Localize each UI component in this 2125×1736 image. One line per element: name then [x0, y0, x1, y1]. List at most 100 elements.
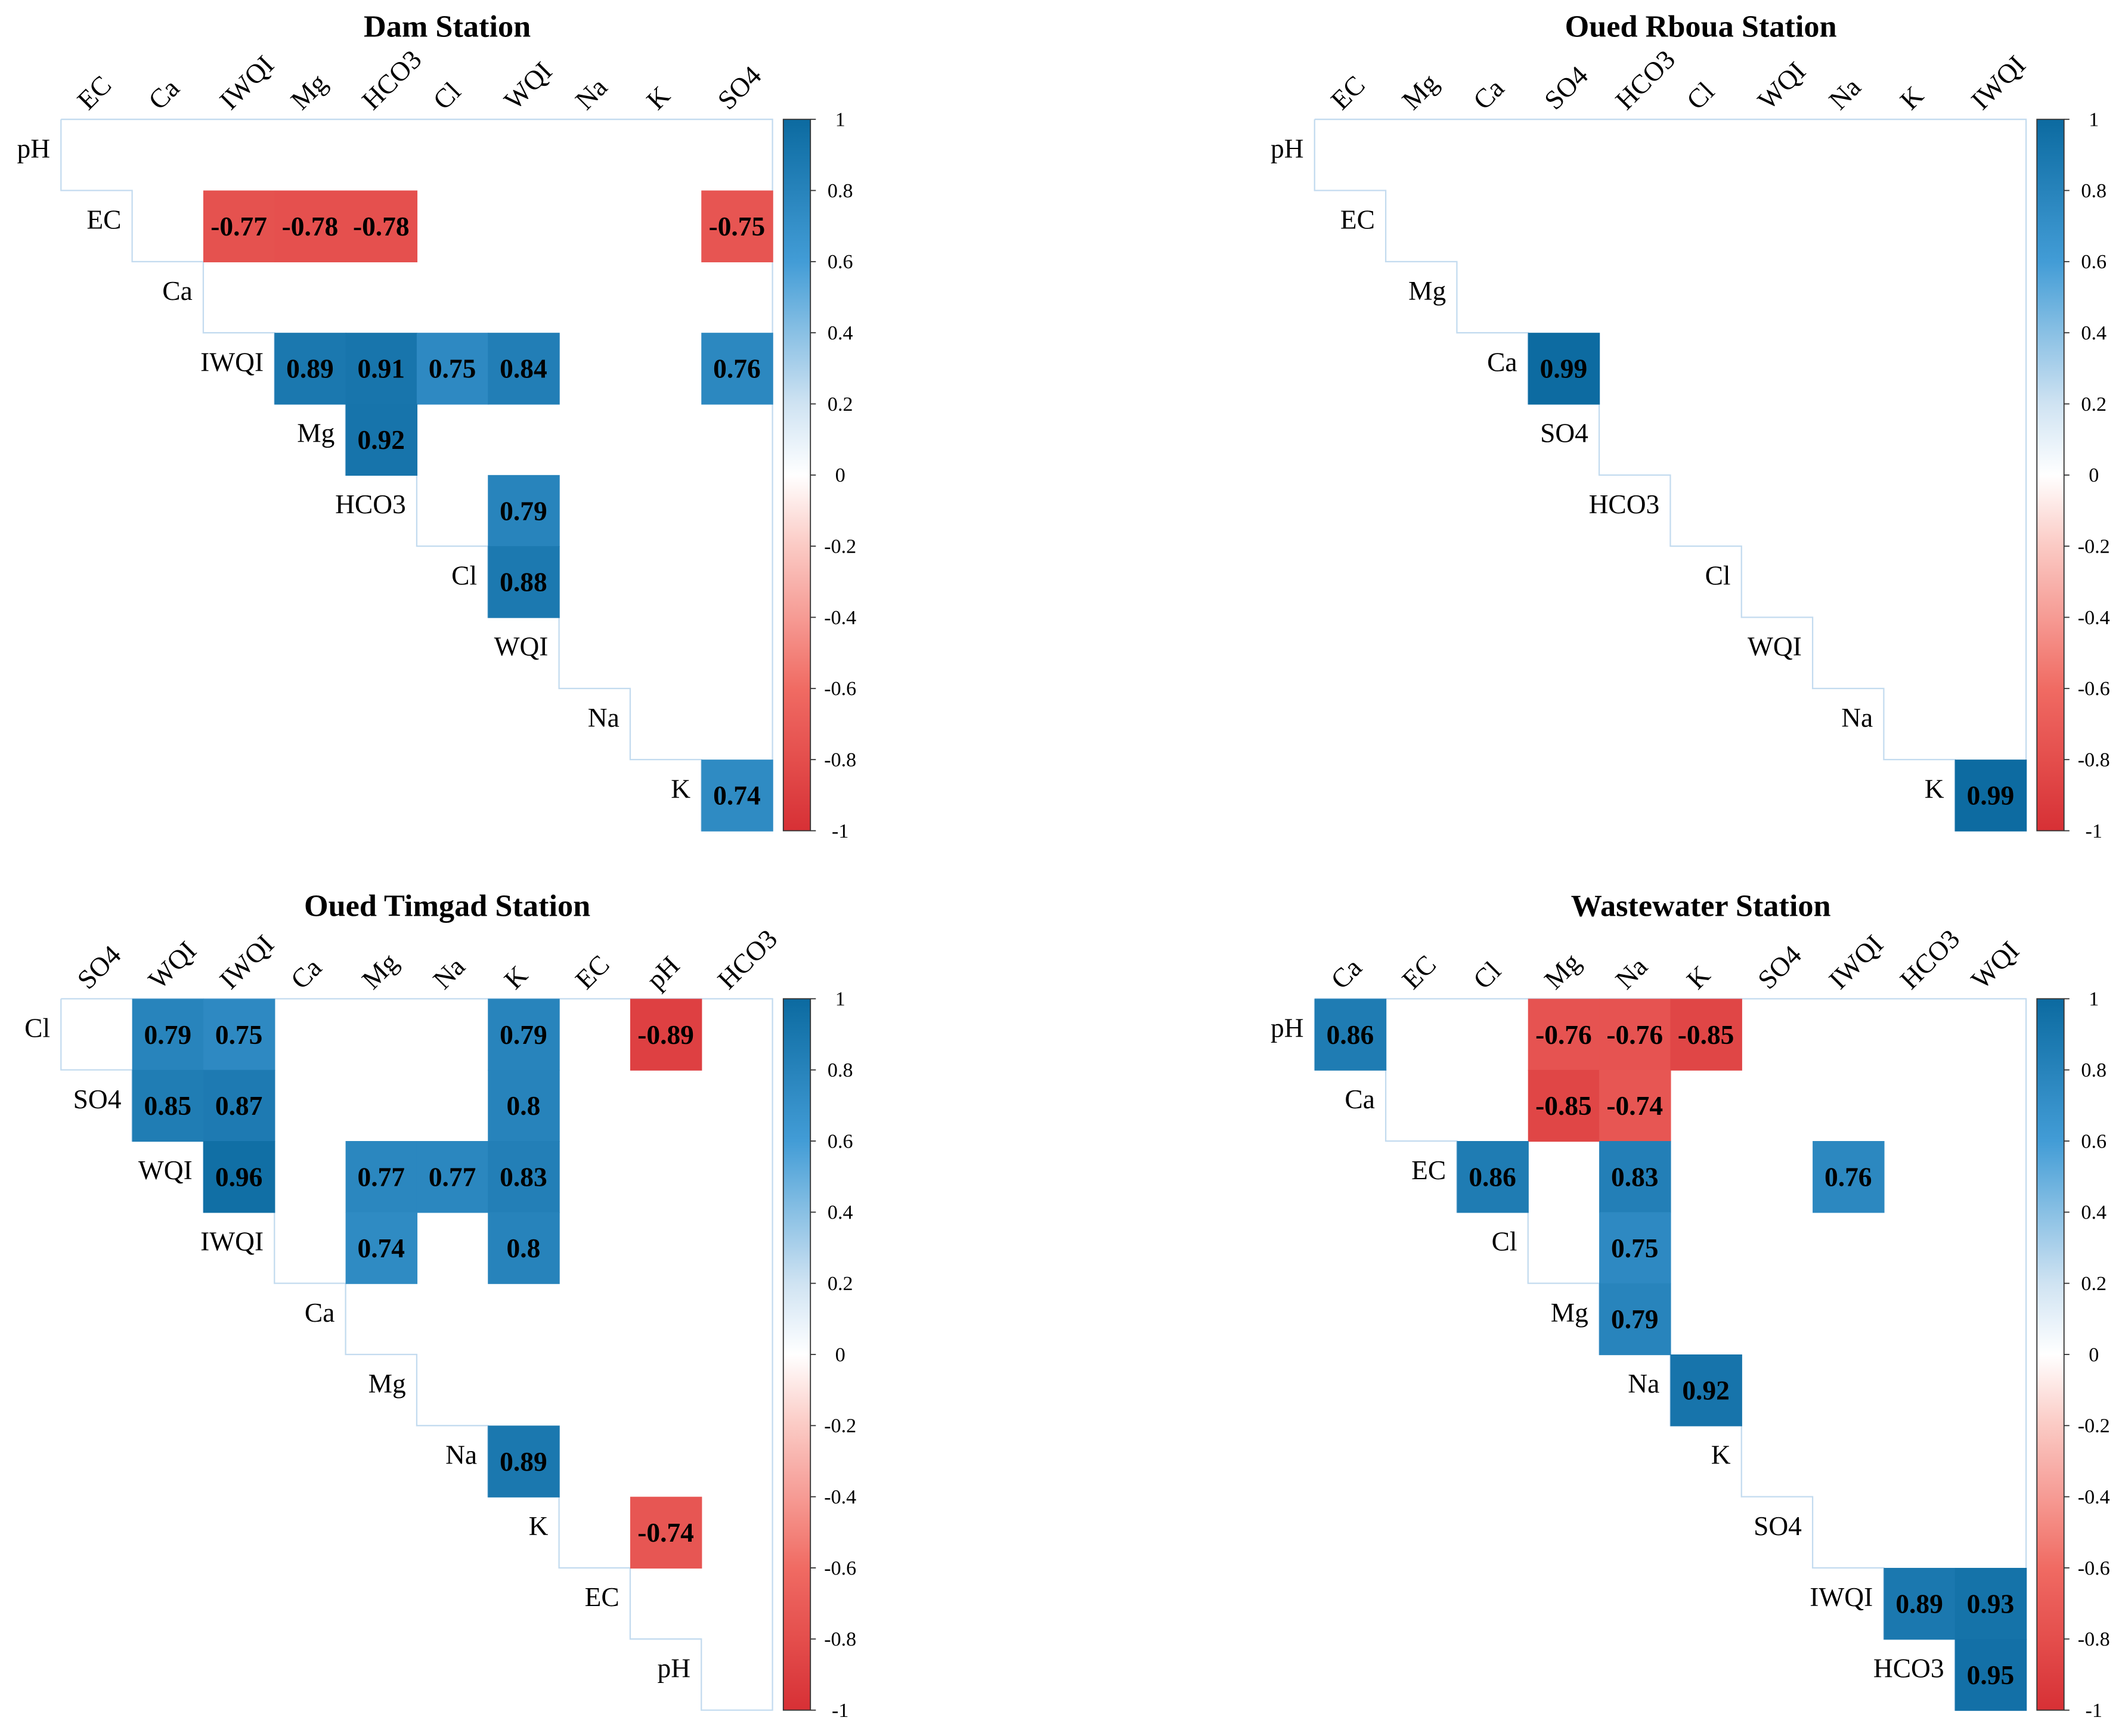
- colorbar-tick-label: 0.4: [2081, 323, 2107, 345]
- heatmap-cell: [1954, 1567, 2027, 1640]
- row-label: pH: [658, 1653, 691, 1684]
- row-label: pH: [17, 133, 51, 163]
- heatmap-cell: [488, 333, 560, 405]
- heatmap-cell: [701, 333, 773, 405]
- column-label: IWQI: [213, 49, 280, 116]
- row-label: Na: [1841, 702, 1873, 733]
- panel-title: Oued Timgad Station: [304, 889, 590, 923]
- colorbar-tick-label: -0.6: [824, 678, 856, 700]
- column-label: EC: [1325, 70, 1371, 116]
- column-label: Na: [1609, 951, 1653, 995]
- heatmap-cell: [488, 475, 560, 547]
- cell-value-label: -0.85: [1535, 1090, 1592, 1121]
- heatmap-cell: [1954, 760, 2027, 832]
- colorbar-tick-label: 1: [2089, 988, 2099, 1010]
- colorbar: [2036, 119, 2065, 832]
- column-label: HCO3: [1609, 44, 1681, 116]
- row-label: WQI: [494, 631, 549, 662]
- column-label: HCO3: [1894, 923, 1965, 995]
- cell-value-label: 0.76: [1824, 1162, 1872, 1192]
- heatmap-cell: [203, 1070, 275, 1142]
- cell-value-label: 0.91: [358, 354, 405, 384]
- column-label: K: [1680, 959, 1715, 994]
- row-label: SO4: [1754, 1511, 1802, 1541]
- column-label: HCO3: [711, 923, 783, 995]
- heatmap-cell: [488, 999, 560, 1071]
- heatmap-cell: [1528, 999, 1600, 1071]
- row-label: Cl: [1705, 560, 1731, 590]
- row-label: EC: [585, 1582, 619, 1612]
- heatmap-cell: [274, 190, 346, 262]
- heatmap-cell: [1314, 999, 1387, 1071]
- column-label: Na: [1823, 72, 1867, 116]
- column-label: EC: [1396, 949, 1442, 995]
- cell-value-label: 0.76: [713, 354, 761, 384]
- column-label: Ca: [1467, 73, 1510, 116]
- heatmap-cell: [1954, 1639, 2027, 1711]
- heatmap-cell: [1670, 999, 1742, 1071]
- colorbar-tick-label: 0.6: [828, 1130, 853, 1152]
- row-label: Na: [445, 1440, 477, 1470]
- cell-value-label: -0.85: [1678, 1019, 1734, 1050]
- colorbar: [782, 998, 811, 1711]
- row-label: IWQI: [200, 346, 264, 377]
- heatmap-cell: [1813, 1141, 1885, 1213]
- colorbar-tick-label: 0.4: [2081, 1202, 2107, 1224]
- row-label: WQI: [138, 1155, 193, 1185]
- column-label: Ca: [143, 73, 185, 116]
- cell-value-label: 0.75: [429, 354, 476, 384]
- colorbar-tick-label: -1: [832, 820, 848, 842]
- cell-value-label: 0.74: [358, 1233, 405, 1263]
- row-label: Cl: [24, 1013, 50, 1043]
- row-label: Mg: [1551, 1297, 1588, 1328]
- colorbar-tick-label: 0.6: [2081, 251, 2107, 273]
- row-label: K: [1925, 773, 1944, 804]
- colorbar-tick-label: -0.6: [2078, 1557, 2110, 1579]
- column-label: WQI: [1965, 935, 2025, 994]
- column-label: IWQI: [213, 929, 280, 995]
- row-label: EC: [86, 204, 121, 235]
- row-label: Cl: [1492, 1226, 1517, 1257]
- heatmap-cell: [1528, 1070, 1600, 1142]
- colorbar-tick-label: -0.2: [2078, 536, 2110, 558]
- panel-title: Oued Rboua Station: [1565, 10, 1837, 44]
- colorbar-tick-label: 0.2: [2081, 1273, 2107, 1295]
- colorbar-tick-label: 1: [835, 109, 845, 131]
- heatmap-cell: [345, 404, 418, 476]
- colorbar-tick-label: 1: [2089, 109, 2099, 131]
- cell-value-label: 0.96: [215, 1162, 263, 1192]
- cell-value-label: -0.76: [1535, 1019, 1592, 1050]
- row-label: EC: [1340, 204, 1375, 235]
- colorbar-tick-label: -1: [832, 1700, 848, 1722]
- column-label: Ca: [284, 952, 327, 995]
- heatmap-cell: [132, 1070, 205, 1142]
- colorbar-tick-label: 1: [835, 988, 845, 1010]
- column-label: SO4: [71, 939, 126, 994]
- column-label: Cl: [1467, 955, 1506, 994]
- cell-value-label: 0.75: [215, 1019, 263, 1050]
- row-label: SO4: [73, 1084, 122, 1114]
- cell-value-label: 0.79: [144, 1019, 192, 1050]
- cell-value-label: 0.93: [1967, 1589, 2015, 1619]
- cell-value-label: 0.86: [1327, 1019, 1374, 1050]
- heatmap-cell: [203, 1141, 275, 1213]
- cell-value-label: 0.74: [713, 780, 761, 811]
- column-label: IWQI: [1823, 929, 1889, 995]
- row-label: Mg: [1408, 275, 1446, 306]
- panel-title: Dam Station: [364, 10, 531, 44]
- row-label: K: [671, 773, 690, 804]
- column-label: WQI: [1752, 55, 1811, 115]
- colorbar-tick-label: 0.8: [2081, 1059, 2107, 1081]
- row-label: IWQI: [200, 1226, 264, 1257]
- column-label: pH: [640, 950, 685, 994]
- column-label: SO4: [711, 60, 767, 115]
- heatmap-cell: [132, 999, 205, 1071]
- row-label: Mg: [297, 418, 334, 448]
- column-label: EC: [569, 949, 615, 995]
- colorbar-tick-label: 0.6: [828, 251, 853, 273]
- colorbar: [2036, 998, 2065, 1711]
- colorbar-tick-label: 0.8: [828, 180, 853, 202]
- column-label: K: [640, 80, 676, 115]
